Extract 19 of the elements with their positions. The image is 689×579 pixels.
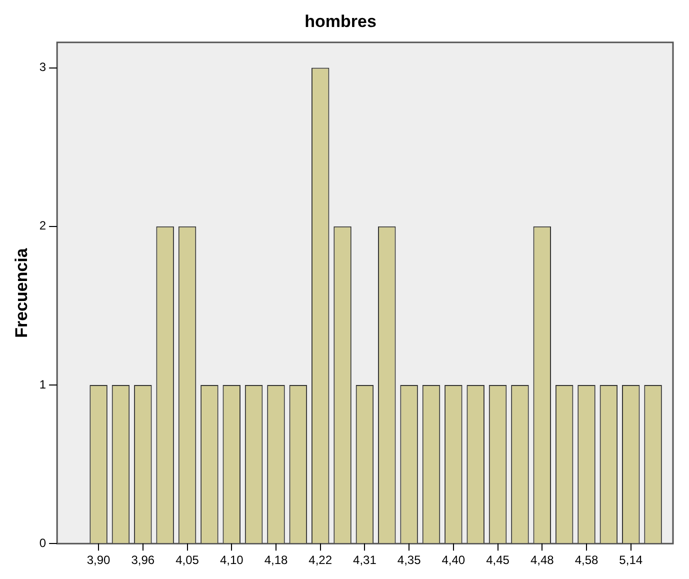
y-tick-label: 0 bbox=[39, 536, 46, 550]
x-tick-label: 4,58 bbox=[574, 553, 598, 568]
y-tick-label: 3 bbox=[39, 60, 46, 74]
x-tick-label: 4,40 bbox=[442, 553, 466, 568]
x-tick-label: 4,22 bbox=[308, 553, 332, 568]
y-tick-label: 1 bbox=[39, 377, 46, 392]
x-tick-label: 5,14 bbox=[619, 553, 643, 568]
x-tick-label: 4,45 bbox=[486, 553, 510, 568]
x-tick-label: 4,10 bbox=[220, 553, 244, 568]
x-tick-label: 3,90 bbox=[86, 553, 111, 568]
y-tick-label: 2 bbox=[39, 218, 46, 233]
x-tick-label: 3,96 bbox=[131, 553, 155, 568]
chart-title: hombres bbox=[304, 12, 376, 31]
y-axis-title: Frecuencia bbox=[12, 248, 31, 338]
x-tick-label: 4,48 bbox=[530, 553, 554, 568]
x-tick-label: 4,05 bbox=[176, 553, 200, 568]
x-tick-label: 4,31 bbox=[353, 553, 377, 568]
x-tick-label: 4,35 bbox=[397, 553, 422, 568]
x-tick-label: 4,18 bbox=[264, 553, 288, 568]
